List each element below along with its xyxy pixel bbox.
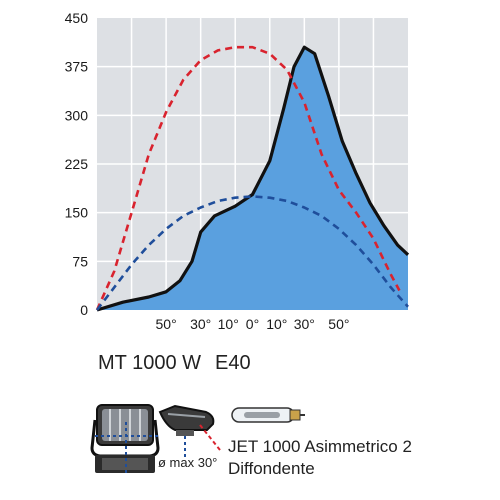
y-tick-label: 225 <box>65 156 89 172</box>
x-tick-label: 30° <box>190 316 211 332</box>
y-tick-label: 150 <box>65 205 89 221</box>
floodlight-front-icon <box>90 404 160 476</box>
chart-series <box>95 45 410 312</box>
series-line-1 <box>96 45 410 312</box>
series-line-2 <box>95 45 401 311</box>
x-axis-ticks: 50° 30° 10° 0° 10° 30° 50° <box>156 316 350 332</box>
y-tick-label: 375 <box>65 59 89 75</box>
x-tick-label: 30° <box>294 316 315 332</box>
x-tick-label: 10° <box>266 316 287 332</box>
model-name: MT 1000 W <box>98 352 201 374</box>
model-label: MT 1000 W E40 <box>98 352 251 375</box>
y-tick-label: 300 <box>65 107 89 123</box>
series-main-area <box>97 47 408 310</box>
y-tick-label: 0 <box>80 302 88 318</box>
lamp-name-line2: Diffondente <box>228 459 315 478</box>
model-socket: E40 <box>215 352 251 374</box>
chart-area-fill <box>97 47 408 310</box>
series-line-3 <box>95 195 409 311</box>
lamp-description: JET 1000 Asimmetrico 2 Diffondente <box>228 436 412 480</box>
floodlight-side-icon <box>158 404 221 458</box>
photometric-chart: 450 375 300 225 150 75 0 50° 30° 10° 0° 10° 30° 50° <box>65 10 410 332</box>
x-tick-label: 50° <box>328 316 349 332</box>
tilt-note: ø max 30° <box>158 455 218 470</box>
metal-halide-lamp-icon <box>231 407 305 423</box>
x-tick-label: 10° <box>218 316 239 332</box>
x-tick-label: 0° <box>246 316 259 332</box>
y-tick-label: 75 <box>72 253 88 269</box>
lamp-name-line1: JET 1000 Asimmetrico 2 <box>228 437 412 456</box>
y-axis-ticks: 450 375 300 225 150 75 0 <box>65 10 89 318</box>
y-tick-label: 450 <box>65 10 89 26</box>
x-tick-label: 50° <box>156 316 177 332</box>
